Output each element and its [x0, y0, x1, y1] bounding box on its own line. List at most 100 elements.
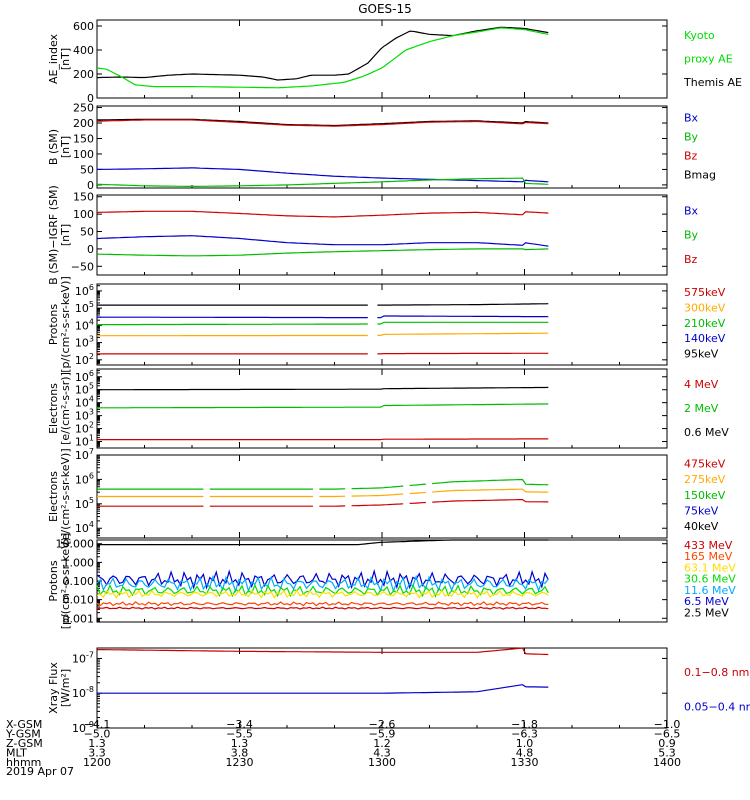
x-axis-value: 3.8 — [231, 747, 249, 760]
x-axis-value: −1.8 — [511, 718, 538, 731]
y-tick-label: 107 — [75, 447, 94, 462]
x-axis-value: 1330 — [511, 756, 539, 769]
x-axis-row-label: Y-GSM — [5, 728, 41, 741]
legend-entry: 11.6 MeV — [684, 584, 736, 597]
panel-frame — [96, 368, 668, 449]
y-tick-label: 1.000 — [63, 556, 95, 569]
series-line — [96, 248, 549, 257]
y-axis-label: [p/(cm²-s-sr-keV)] — [59, 533, 72, 630]
legend-entry: Bz — [684, 253, 698, 266]
y-axis-label: Protons — [47, 560, 60, 601]
series-line — [97, 386, 549, 391]
series-line — [97, 315, 549, 319]
y-tick-label: 101 — [75, 434, 94, 449]
legend-entry: 140keV — [684, 332, 726, 345]
series-line — [97, 488, 549, 498]
y-tick-label: 10-9 — [72, 720, 94, 735]
legend-entry: 2 MeV — [684, 402, 719, 415]
legend-entry: 95keV — [684, 347, 719, 360]
y-axis-label: Protons — [47, 304, 60, 345]
x-axis-value: −1.0 — [654, 718, 681, 731]
x-axis-value: 1230 — [226, 756, 254, 769]
series-line — [96, 606, 549, 610]
x-axis-value: −5.9 — [369, 728, 396, 741]
series-line — [96, 235, 549, 247]
y-axis-label: [e/(cm²-s-sr)] — [59, 372, 72, 445]
legend-entry: Kyoto — [684, 29, 715, 42]
legend-entry: 575keV — [684, 286, 726, 299]
legend-entry: 475keV — [684, 458, 726, 471]
series-line — [97, 499, 549, 507]
y-tick-label: 600 — [73, 20, 94, 33]
x-axis-value: 1.0 — [516, 737, 534, 750]
y-tick-label: 10-8 — [72, 685, 94, 700]
legend-entry: 75keV — [684, 505, 719, 518]
y-axis-label: B (SM) — [47, 129, 60, 165]
series-line — [97, 684, 549, 694]
y-tick-label: 50 — [80, 163, 94, 176]
x-axis-value: 1300 — [368, 756, 396, 769]
x-axis-value: −5.0 — [84, 728, 111, 741]
chart-title: GOES-15 — [358, 2, 412, 16]
y-tick-label: 10-7 — [72, 650, 94, 665]
series-line — [97, 478, 549, 490]
y-tick-label: 0 — [87, 243, 94, 256]
x-axis-value: −2.6 — [369, 718, 396, 731]
legend-entry: 63.1 MeV — [684, 561, 736, 574]
series-line — [97, 403, 549, 409]
y-tick-label: 100 — [73, 148, 94, 161]
x-axis-value: 1.3 — [231, 737, 249, 750]
series-line — [96, 574, 549, 594]
y-tick-label: 102 — [75, 352, 94, 367]
legend-entry: 0.1−0.8 nm — [684, 666, 749, 679]
x-axis-value: 5.3 — [658, 747, 676, 760]
legend-entry: 40keV — [684, 520, 719, 533]
x-axis-value: 4.8 — [516, 747, 534, 760]
legend-entry: 4 MeV — [684, 378, 719, 391]
series-line — [97, 332, 549, 337]
x-axis-row-label: MLT — [6, 747, 27, 760]
series-line — [97, 167, 549, 183]
legend-entry: Themis AE — [683, 76, 742, 89]
y-tick-label: 150 — [73, 132, 94, 145]
series-line — [96, 119, 549, 127]
y-tick-label: −50 — [71, 260, 94, 273]
date-label: 2019 Apr 07 — [6, 765, 74, 778]
series-line — [96, 601, 549, 607]
legend-entry: 150keV — [684, 489, 726, 502]
panel-4: 102 103 104 105 106 Protons [p/(cm²-s-sr-keV)]… — [47, 276, 726, 373]
x-axis-value: 4.3 — [373, 747, 391, 760]
series-line — [96, 26, 549, 81]
panel-frame — [96, 194, 668, 276]
y-tick-label: 10.000 — [56, 538, 95, 551]
legend-entry: 300keV — [684, 302, 726, 315]
y-tick-label: 100 — [73, 208, 94, 221]
y-tick-label: 106 — [75, 369, 94, 384]
y-tick-label: 103 — [75, 335, 94, 350]
y-axis-label: Xray Flux — [47, 662, 60, 714]
x-axis-row-label: hhmm — [6, 756, 41, 769]
y-tick-label: 105 — [75, 382, 94, 397]
legend-entry: 6.5 MeV — [684, 595, 729, 608]
panel-2: 250 200 150 100 50 0 B (SM) [nT] Bx By Bz Bmag — [47, 102, 716, 192]
y-tick-label: 150 — [73, 191, 94, 204]
y-tick-label: 200 — [73, 68, 94, 81]
y-tick-label: 50 — [80, 226, 94, 239]
y-axis-label: Electrons — [47, 471, 60, 522]
y-axis-label: B (SM)−IGRF (SM) — [47, 185, 60, 285]
y-axis-label: [p/(cm²-s-sr-keV)] — [59, 276, 72, 373]
y-tick-label: 0 — [87, 179, 94, 192]
series-line — [97, 647, 549, 656]
legend-entry: 0.05−0.4 nm — [684, 701, 750, 714]
y-tick-label: 0 — [87, 92, 94, 105]
panel-1: 600 400 200 0 AE_index [nT] Kyoto proxy AE Themi… — [47, 19, 742, 105]
x-axis-value: −6.5 — [654, 728, 681, 741]
panel-8: 10-9 10-8 10-7 Xray Flux [W/m²] 0.1−0.8 nm 0.0… — [47, 647, 750, 735]
y-tick-label: 400 — [73, 44, 94, 57]
x-axis-value: −3.4 — [226, 718, 253, 731]
x-axis-value: 1.3 — [88, 737, 106, 750]
legend-entry: 165 MeV — [684, 550, 733, 563]
